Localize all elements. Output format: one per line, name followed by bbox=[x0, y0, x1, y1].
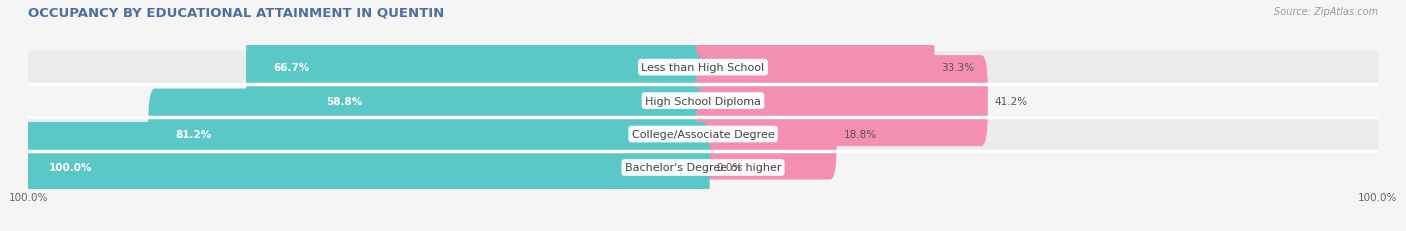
Text: Bachelor's Degree or higher: Bachelor's Degree or higher bbox=[624, 163, 782, 173]
Text: 41.2%: 41.2% bbox=[994, 96, 1028, 106]
FancyBboxPatch shape bbox=[696, 56, 988, 146]
FancyBboxPatch shape bbox=[28, 152, 1378, 184]
FancyBboxPatch shape bbox=[28, 85, 1378, 118]
Text: 0.0%: 0.0% bbox=[717, 163, 742, 173]
Text: 33.3%: 33.3% bbox=[941, 63, 974, 73]
FancyBboxPatch shape bbox=[28, 118, 1378, 151]
FancyBboxPatch shape bbox=[28, 52, 1378, 84]
Text: Source: ZipAtlas.com: Source: ZipAtlas.com bbox=[1274, 7, 1378, 17]
FancyBboxPatch shape bbox=[696, 89, 837, 180]
FancyBboxPatch shape bbox=[21, 122, 710, 213]
Text: 58.8%: 58.8% bbox=[326, 96, 363, 106]
Text: OCCUPANCY BY EDUCATIONAL ATTAINMENT IN QUENTIN: OCCUPANCY BY EDUCATIONAL ATTAINMENT IN Q… bbox=[28, 7, 444, 20]
Text: High School Diploma: High School Diploma bbox=[645, 96, 761, 106]
Text: 18.8%: 18.8% bbox=[844, 130, 876, 140]
FancyBboxPatch shape bbox=[299, 56, 710, 146]
FancyBboxPatch shape bbox=[246, 23, 710, 113]
Text: College/Associate Degree: College/Associate Degree bbox=[631, 130, 775, 140]
Text: 100.0%: 100.0% bbox=[48, 163, 91, 173]
FancyBboxPatch shape bbox=[148, 89, 710, 180]
FancyBboxPatch shape bbox=[696, 23, 935, 113]
Text: 66.7%: 66.7% bbox=[273, 63, 309, 73]
Text: 81.2%: 81.2% bbox=[176, 130, 211, 140]
Text: Less than High School: Less than High School bbox=[641, 63, 765, 73]
